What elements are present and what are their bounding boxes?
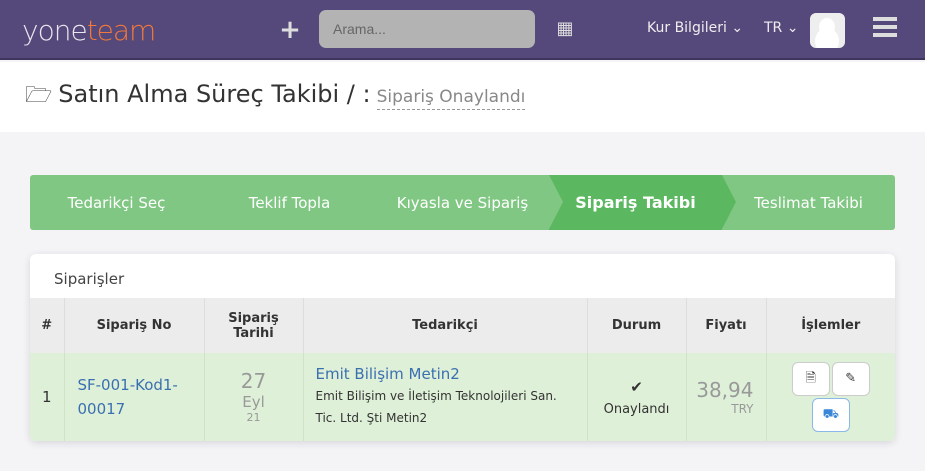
orders-table: # Sipariş No Sipariş Tarihi Tedarikçi Du… [30,298,895,441]
step-kiyasla-siparis[interactable]: Kıyasla ve Sipariş [376,175,563,230]
status-editable[interactable]: Sipariş Onaylandı [376,87,526,110]
logo[interactable]: yoneteam [22,14,156,47]
title-band [0,62,925,132]
file-pdf-icon: 🗎 [805,371,816,386]
page-title: 🗁 Satın Alma Süreç Takibi / : Sipariş On… [25,78,526,116]
order-no-link[interactable]: SF-001-Kod1- 00017 [77,376,178,418]
hamburger-menu-icon[interactable] [873,17,897,37]
edit-button[interactable]: ✎ [831,362,870,396]
check-icon: ✔ [630,377,643,396]
delivery-button[interactable]: ⛟ [811,398,850,432]
pdf-button[interactable]: 🗎 [791,362,830,396]
supplier-link[interactable]: Emit Bilişim Metin2 [315,365,460,383]
language-dropdown[interactable]: TR ⌄ [764,20,799,36]
folder-open-icon: 🗁 [25,83,53,108]
step-tedarikci-sec[interactable]: Tedarikçi Seç [30,175,217,230]
add-icon[interactable]: + [279,15,301,45]
top-navbar: yoneteam + ▦ Kur Bilgileri ⌄ TR ⌄ [0,0,925,60]
currency-dropdown[interactable]: Kur Bilgileri ⌄ [647,20,744,36]
step-teklif-topla[interactable]: Teklif Topla [203,175,390,230]
search-input[interactable] [319,10,535,48]
card-title: Siparişler [54,270,125,288]
qr-code-icon[interactable]: ▦ [556,18,574,39]
process-stepper: Tedarikçi Seç Teklif Topla Kıyasla ve Si… [30,175,895,230]
avatar[interactable] [810,13,845,48]
orders-card: Siparişler # Sipariş No Sipariş Tarihi T… [30,254,895,441]
step-siparis-takibi[interactable]: Sipariş Takibi [549,175,736,230]
edit-icon: ✎ [845,371,857,386]
table-row: 1 SF-001-Kod1- 00017 27 Eyl 21 Emit Bilişim… [30,353,895,441]
step-teslimat-takibi[interactable]: Teslimat Takibi [754,193,863,212]
truck-icon: ⛟ [822,407,839,422]
